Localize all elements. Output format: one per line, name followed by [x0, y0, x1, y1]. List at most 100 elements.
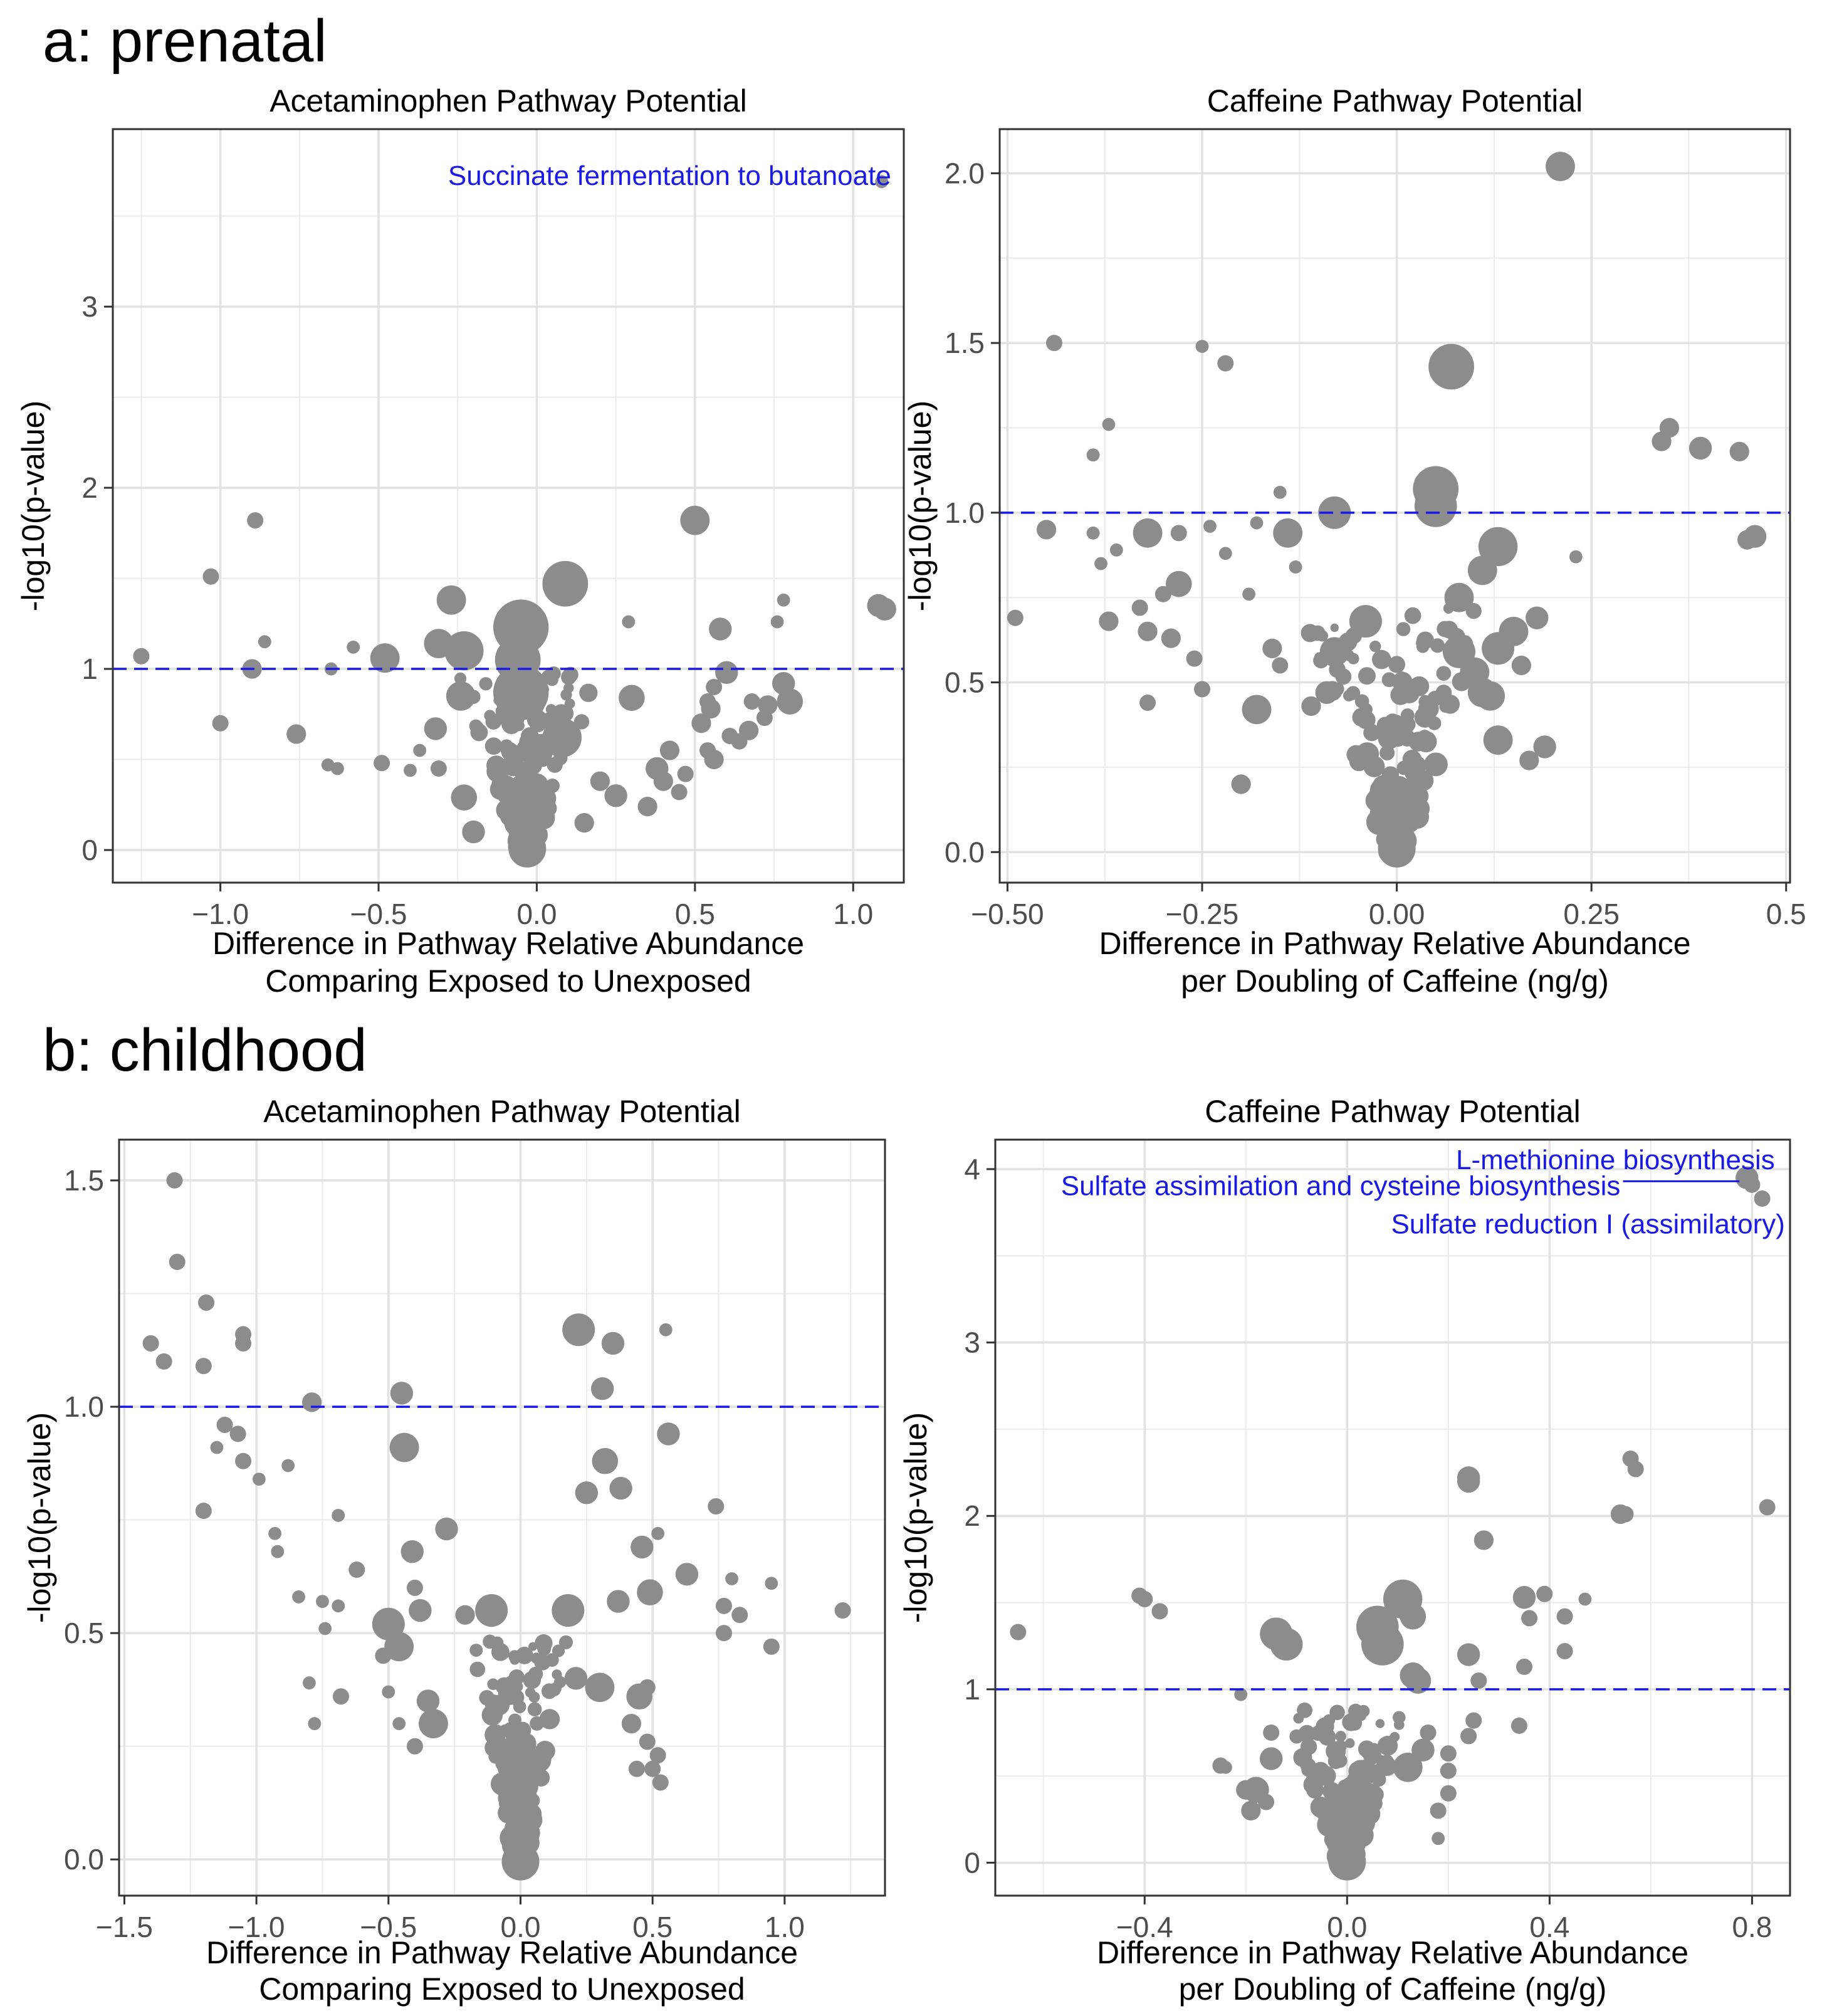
chart-panel-1: −0.50 −0.25 0.00 0.25 0.5 0.0 0.5 1.0 1.5 2.0 Caff…	[903, 83, 1806, 999]
data-point	[731, 1607, 748, 1624]
chart-panel-3: −0.4 0.0 0.4 0.8 0 1 2 3 4 L-methionine biosynthe…	[898, 1094, 1791, 2007]
data-point	[637, 1579, 663, 1605]
x-tick-label: 0.5	[1766, 898, 1806, 930]
x-axis-label: per Doubling of Caffeine (ng/g)	[1179, 1971, 1607, 2007]
data-point	[1390, 1731, 1400, 1742]
data-point	[202, 568, 219, 585]
data-point	[763, 1638, 780, 1655]
data-point	[1259, 1747, 1283, 1770]
data-point	[527, 1702, 542, 1717]
data-point	[1482, 632, 1515, 665]
data-point	[1109, 543, 1123, 557]
data-point	[1526, 606, 1549, 629]
data-point	[1754, 1190, 1771, 1207]
data-point	[701, 699, 721, 719]
data-point	[509, 1677, 521, 1690]
x-tick-label: −0.4	[1116, 1911, 1173, 1943]
x-axis-label: Comparing Exposed to Unexposed	[259, 1971, 745, 2007]
data-point	[1358, 667, 1376, 685]
data-point	[212, 715, 229, 732]
data-point	[133, 648, 150, 664]
data-point	[575, 1481, 599, 1504]
data-point	[1298, 1725, 1316, 1743]
y-tick-label: 0	[81, 834, 98, 866]
data-point	[1346, 745, 1366, 764]
x-tick-label: 0.00	[1369, 898, 1425, 930]
data-point	[1329, 1753, 1340, 1765]
plot-border	[112, 128, 905, 884]
data-point	[875, 175, 889, 189]
data-point	[1258, 1793, 1275, 1810]
data-point	[542, 718, 582, 758]
x-tick-label: 1.0	[833, 898, 873, 930]
x-tick-label: 0.5	[632, 1911, 673, 1943]
data-point	[721, 727, 738, 744]
data-point	[1270, 1627, 1303, 1661]
data-point	[770, 615, 784, 629]
data-point	[1436, 666, 1452, 681]
data-point	[1408, 732, 1428, 752]
data-point	[374, 755, 390, 772]
data-point	[1242, 587, 1255, 601]
data-point	[1329, 1823, 1353, 1847]
data-point	[1099, 611, 1119, 631]
data-point	[375, 1647, 392, 1664]
data-point	[1388, 656, 1406, 673]
data-point	[1203, 520, 1217, 533]
data-point	[1512, 1586, 1536, 1609]
data-point	[659, 740, 680, 760]
data-point	[332, 1599, 345, 1613]
data-point	[332, 1688, 349, 1705]
data-point	[1405, 1667, 1432, 1694]
data-point	[530, 1652, 542, 1664]
data-point	[1379, 722, 1393, 736]
chart-title: Acetaminophen Pathway Potential	[270, 83, 747, 118]
data-point	[302, 1676, 316, 1689]
data-point	[699, 742, 716, 759]
data-point	[715, 1597, 732, 1614]
data-point	[1339, 1801, 1360, 1821]
data-point	[1467, 678, 1497, 708]
data-point	[1404, 761, 1426, 783]
data-point	[1759, 1499, 1776, 1516]
data-point	[1139, 695, 1156, 711]
data-point	[1404, 607, 1421, 624]
data-point	[1372, 775, 1395, 798]
data-point	[435, 1517, 458, 1541]
data-point	[1319, 637, 1349, 667]
data-point	[561, 669, 577, 685]
y-axis-label: -log10(p-value)	[898, 1412, 933, 1623]
data-point	[1428, 344, 1474, 390]
data-point	[515, 1646, 533, 1664]
x-axis-label: Difference in Pathway Relative Abundance	[212, 926, 804, 961]
data-point	[601, 1331, 625, 1355]
data-point	[1361, 1623, 1404, 1666]
data-point	[1440, 1785, 1457, 1802]
data-point	[671, 784, 688, 801]
data-point	[1440, 1745, 1457, 1762]
annotation-label: Succinate fermentation to butanoate	[448, 160, 891, 191]
data-point	[517, 809, 535, 827]
data-point	[1467, 555, 1497, 585]
data-point	[292, 1590, 305, 1604]
plot-border	[994, 1138, 1791, 1897]
data-point	[657, 1422, 680, 1446]
data-point	[715, 1625, 732, 1642]
data-point	[619, 685, 645, 711]
data-point	[552, 1644, 565, 1657]
y-tick-label: 1.0	[945, 496, 985, 529]
data-point	[493, 664, 549, 720]
data-point	[680, 505, 710, 535]
data-point	[556, 704, 574, 722]
data-point	[743, 693, 760, 710]
data-point	[1617, 1506, 1634, 1523]
data-point	[1375, 1719, 1385, 1728]
data-point	[518, 1828, 538, 1847]
data-point	[1289, 560, 1302, 574]
data-point	[532, 1769, 550, 1787]
x-tick-label: −0.5	[350, 898, 407, 930]
data-point	[1744, 1176, 1761, 1193]
data-point	[400, 1540, 424, 1563]
data-point	[469, 1644, 483, 1657]
data-point	[469, 1661, 486, 1677]
